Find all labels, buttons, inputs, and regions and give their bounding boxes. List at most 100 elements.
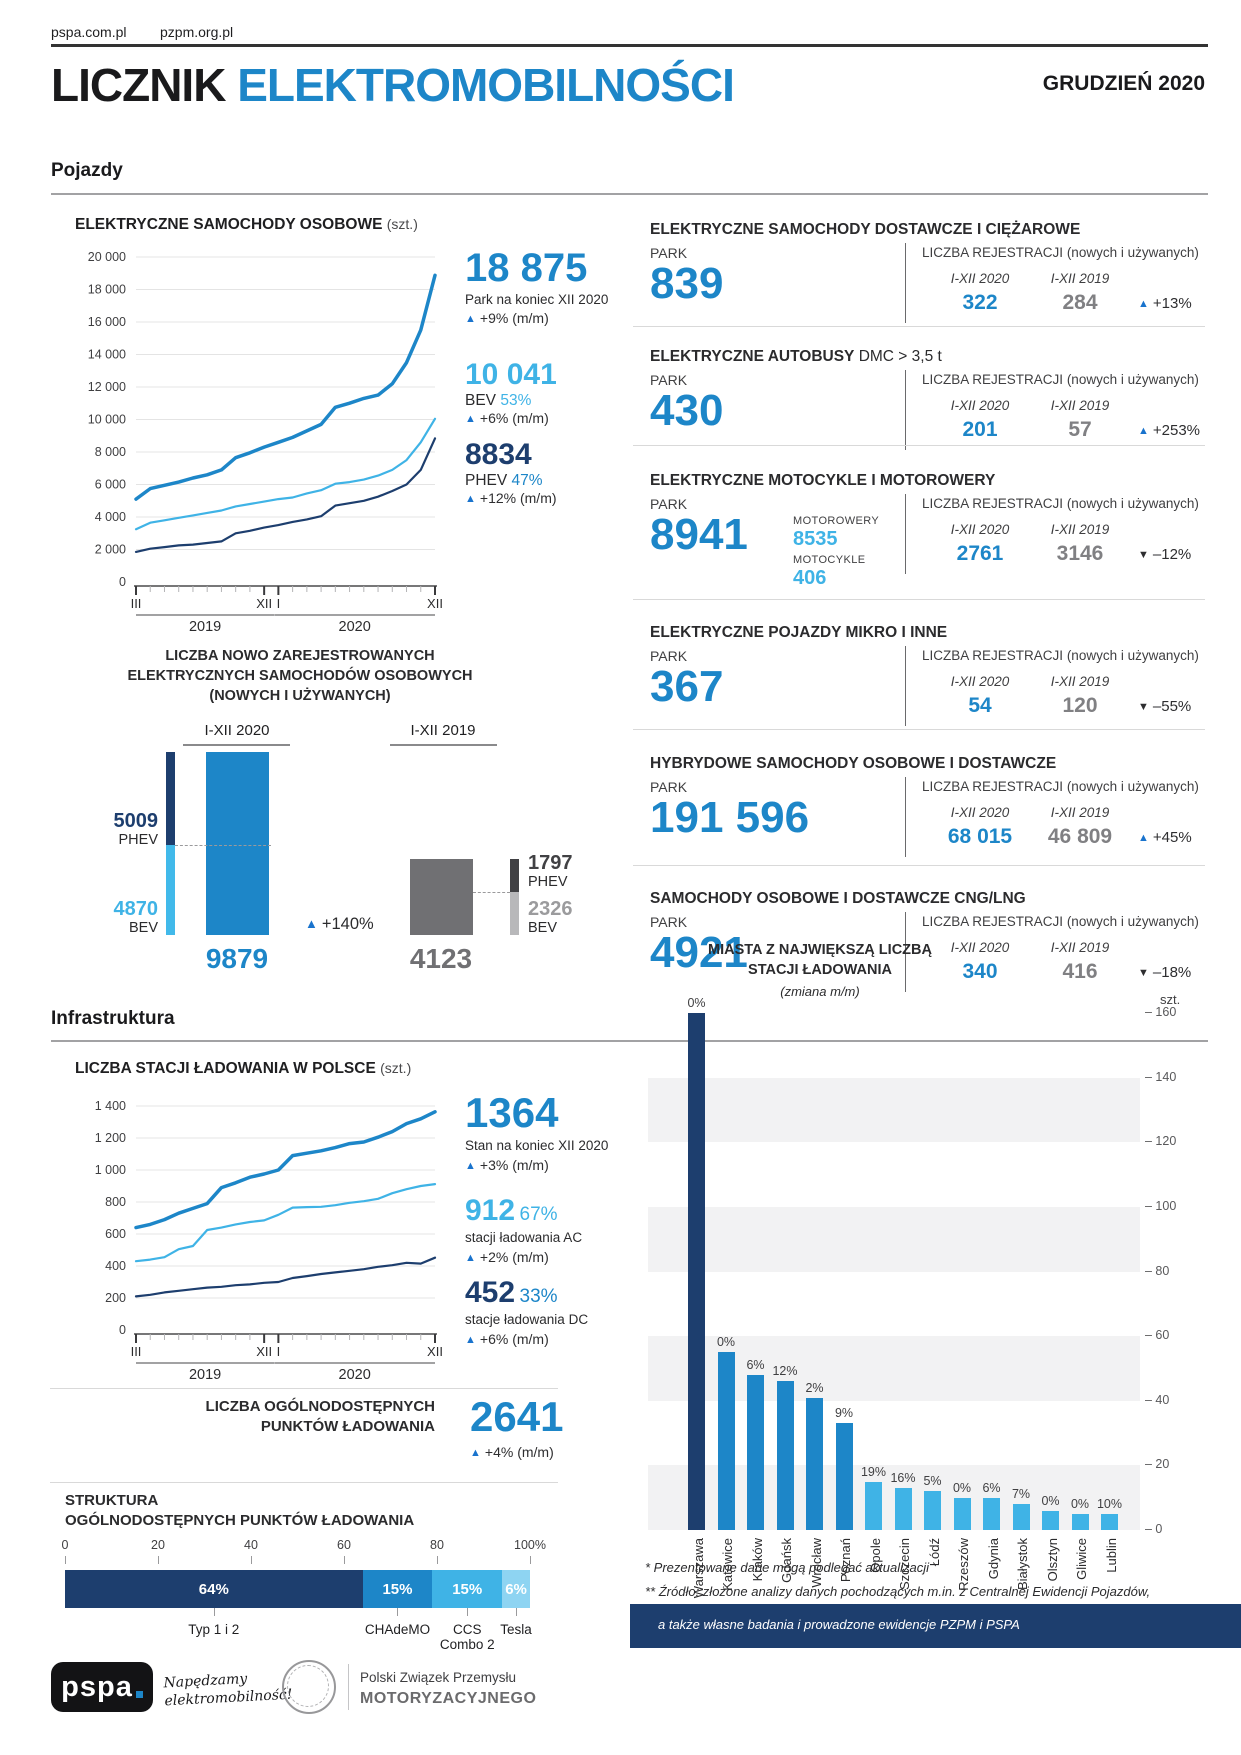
x-axis-city-label: Białystok <box>1015 1538 1030 1591</box>
svg-text:0: 0 <box>119 575 126 589</box>
structure-segment: 64% <box>65 1570 363 1608</box>
svg-text:400: 400 <box>105 1259 126 1273</box>
svg-text:XII: XII <box>256 1344 272 1359</box>
cities-title-2: STACJI ŁADOWANIA <box>748 962 892 978</box>
registrations-label: LICZBA REJESTRACJI (nowych i używanych) <box>922 245 1199 260</box>
registrations-2019: 416 <box>1062 960 1098 983</box>
structure-segment-tick <box>516 1608 518 1616</box>
svg-text:XII: XII <box>256 596 272 611</box>
bar-phev-2020 <box>166 752 175 845</box>
svg-text:6 000: 6 000 <box>95 478 126 492</box>
section-rule <box>51 1040 1208 1042</box>
svg-text:1 000: 1 000 <box>95 1163 126 1177</box>
structure-axis-tick <box>344 1556 345 1564</box>
change-badge: ▼ –18% <box>1138 964 1192 981</box>
bar-phev-2019 <box>510 859 519 892</box>
city-bar <box>1012 1504 1030 1530</box>
svg-text:200: 200 <box>105 1291 126 1305</box>
svg-text:18 000: 18 000 <box>88 283 126 297</box>
infra-ac-label: stacji ładowania AC <box>465 1230 583 1245</box>
cities-title-1: MIASTA Z NAJWIĘKSZĄ LICZBĄ <box>708 942 932 958</box>
bar-bev-2019 <box>510 892 519 935</box>
x-axis-city-label: Gdynia <box>985 1538 1001 1580</box>
stat-block: ELEKTRYCZNE SAMOCHODY DOSTAWCZE I CIĘŻAR… <box>633 221 1205 331</box>
infra-ac-change-text: +2% (m/m) <box>479 1249 549 1265</box>
link-pzpm[interactable]: pzpm.org.pl <box>160 24 234 40</box>
svg-text:2 000: 2 000 <box>95 543 126 557</box>
x-axis-city-label: Olsztyn <box>1044 1538 1060 1582</box>
ev-total-label: Park na koniec XII 2020 <box>465 292 609 307</box>
pspa-logo-dot <box>135 1690 143 1698</box>
park-label: PARK <box>650 779 688 795</box>
stat-block-title: ELEKTRYCZNE MOTOCYKLE I MOTOROWERY <box>650 472 996 489</box>
stat-block: ELEKTRYCZNE AUTOBUSY DMC > 3,5 t PARK 43… <box>633 348 1205 458</box>
structure-axis-value: 80 <box>430 1538 444 1552</box>
arrow-up-icon: ▲ <box>305 916 318 931</box>
footer-divider <box>348 1664 349 1710</box>
phev-label: PHEV <box>465 472 508 489</box>
bev-share: 53% <box>500 392 532 409</box>
arrow-icon: ▼ <box>1138 549 1149 561</box>
y-axis-label: – 120 <box>1145 1134 1177 1149</box>
bar-value-label: 16% <box>890 1471 916 1485</box>
arrow-up-icon: ▲ <box>465 1160 476 1172</box>
newreg-phev2019-label: PHEV <box>528 874 568 890</box>
y-axis-label: – 0 <box>1145 1522 1163 1536</box>
city-bar <box>1101 1514 1118 1530</box>
structure-segment-tick <box>397 1608 399 1616</box>
block-divider <box>905 912 906 992</box>
bar-total-2019 <box>410 859 473 935</box>
newreg-group-2020: I-XII 2020 <box>204 722 270 739</box>
structure-segment-label: Typ 1 i 2 <box>188 1622 240 1637</box>
divider <box>50 1482 558 1483</box>
infra-ac-share: 67% <box>519 1204 558 1225</box>
city-bar <box>806 1398 823 1530</box>
structure-axis-tick <box>251 1556 252 1564</box>
ev-phev-change-text: +12% (m/m) <box>479 490 557 506</box>
ev-bev-change: ▲ +6% (m/m) <box>465 410 549 428</box>
svg-text:16 000: 16 000 <box>88 315 126 329</box>
newreg-total-2020: 9879 <box>205 943 269 974</box>
cities-subtitle: (zmiana m/m) <box>780 984 860 999</box>
bar-value-label: 10% <box>1096 1497 1123 1511</box>
svg-text:12 000: 12 000 <box>88 380 126 394</box>
city-bar <box>776 1381 794 1530</box>
block-divider <box>905 777 906 857</box>
infra-dc-change: ▲ +6% (m/m) <box>465 1331 549 1349</box>
stat-block: HYBRYDOWE SAMOCHODY OSOBOWE I DOSTAWCZE … <box>633 755 1205 865</box>
period-2019-label: I-XII 2019 <box>1050 674 1110 689</box>
ev-chart-title-text: ELEKTRYCZNE SAMOCHODY OSOBOWE <box>75 216 383 233</box>
infra-total-label: Stan na koniec XII 2020 <box>465 1138 609 1153</box>
ev-bev-label: BEV 53% <box>465 392 531 410</box>
footnote-1: * Prezentowane dane mogą podlegać aktual… <box>645 1560 930 1575</box>
link-pspa[interactable]: pspa.com.pl <box>51 24 127 40</box>
registrations-2020: 340 <box>962 960 998 983</box>
structure-axis-value: 20 <box>151 1538 165 1552</box>
registrations-2019: 120 <box>1062 694 1098 717</box>
infra-total: 1364 <box>465 1089 559 1136</box>
bar-value-label: 0% <box>687 996 706 1010</box>
pzpm-name-1: Polski Związek Przemysłu <box>360 1670 517 1685</box>
change-badge: ▼ –55% <box>1138 698 1192 715</box>
bar-value-label: 0% <box>1041 1494 1060 1508</box>
ev-phev-label: PHEV 47% <box>465 472 543 490</box>
dash-line <box>473 892 510 893</box>
period-2020-label: I-XII 2020 <box>950 522 1010 537</box>
city-bar <box>983 1498 1000 1530</box>
city-bar <box>1042 1511 1059 1530</box>
structure-heading-2: OGÓLNODOSTĘPNYCH PUNKTÓW ŁADOWANIA <box>65 1512 415 1529</box>
phev-share: 47% <box>511 472 543 489</box>
footnote-3: a także własne badania i prowadzone ewid… <box>658 1617 1020 1632</box>
stat-block-title: HYBRYDOWE SAMOCHODY OSOBOWE I DOSTAWCZE <box>650 755 1057 772</box>
city-bar <box>835 1423 853 1530</box>
period-2020-label: I-XII 2020 <box>950 398 1010 413</box>
newreg-phev2019: 1797 <box>528 852 573 874</box>
svg-text:2019: 2019 <box>189 1367 221 1383</box>
newreg-title-3: (NOWYCH I UŻYWANYCH) <box>209 688 391 704</box>
registrations-label: LICZBA REJESTRACJI (nowych i używanych) <box>922 496 1199 511</box>
svg-text:1 400: 1 400 <box>95 1099 126 1113</box>
registrations-2020: 68 015 <box>947 825 1013 848</box>
structure-axis-value: 100% <box>514 1538 546 1552</box>
city-bar <box>747 1375 764 1530</box>
